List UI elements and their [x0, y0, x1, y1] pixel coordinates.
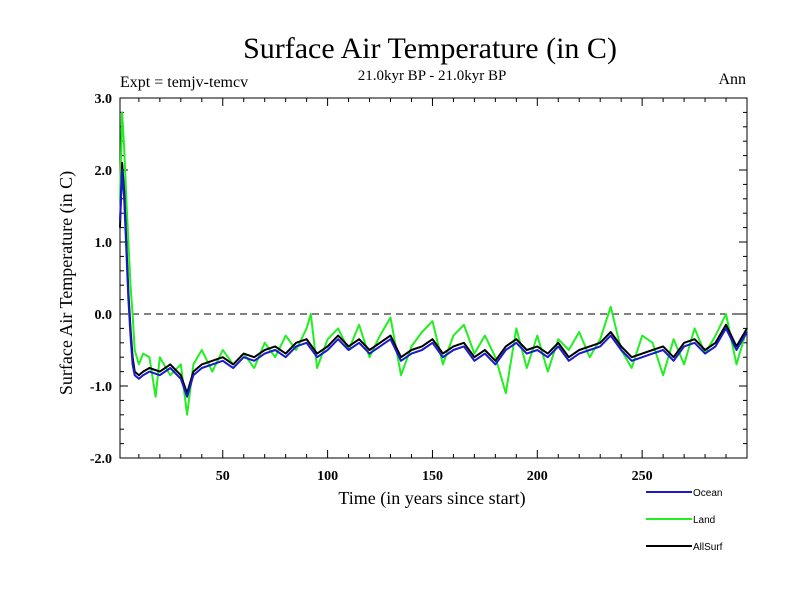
- y-tick-label: 3.0: [95, 92, 113, 107]
- x-tick-label: 50: [216, 469, 230, 484]
- plot-area: -2.0 -1.0 0.0 1.0 2.0 3.0 50 100 150 200 250: [90, 92, 748, 484]
- y-axis-label: Surface Air Temperature (in C): [56, 171, 77, 395]
- legend-label-ocean: Ocean: [693, 488, 722, 499]
- x-tick-label: 200: [527, 469, 548, 484]
- series-line-allsurf: [119, 161, 748, 395]
- experiment-label: Expt = temjv-temcv: [120, 74, 248, 91]
- series-line-ocean: [119, 169, 748, 398]
- legend: Ocean Land AllSurf: [646, 488, 723, 553]
- x-tick-label: 150: [422, 469, 443, 484]
- y-tick-label: -2.0: [90, 452, 112, 467]
- legend-label-land: Land: [693, 515, 715, 526]
- y-tick-label: 0.0: [95, 308, 113, 323]
- series-line-land: [119, 111, 748, 416]
- y-tick-label: 1.0: [95, 236, 113, 251]
- chart-subtitle: 21.0kyr BP - 21.0kyr BP: [358, 68, 507, 84]
- plot-frame: [119, 97, 748, 459]
- x-axis-label: Time (in years since start): [338, 488, 525, 509]
- legend-label-allsurf: AllSurf: [693, 542, 723, 553]
- x-tick-label: 250: [632, 469, 653, 484]
- x-tick-label: 100: [317, 469, 338, 484]
- chart-title: Surface Air Temperature (in C): [243, 32, 617, 65]
- y-tick-label: 2.0: [95, 164, 113, 179]
- y-tick-label: -1.0: [90, 380, 112, 395]
- period-label: Ann: [718, 71, 746, 88]
